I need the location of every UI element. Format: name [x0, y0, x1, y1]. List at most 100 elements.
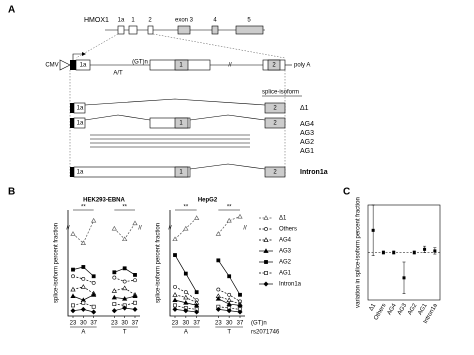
box-label: 1a: [80, 63, 87, 69]
marker: [111, 294, 117, 300]
marker: [183, 308, 189, 314]
marker: [91, 217, 97, 223]
panel-label: B: [8, 187, 15, 198]
svg-text://: //: [228, 63, 232, 69]
marker: [194, 309, 200, 315]
x-tick-label: AG1: [417, 302, 429, 316]
x-tick-label: 30: [80, 321, 87, 327]
isoform-label: Δ1: [300, 105, 309, 112]
marker: [226, 217, 232, 223]
x-tick-label: Δ1: [368, 302, 377, 312]
significance: **: [81, 205, 86, 211]
marker: [112, 302, 117, 306]
marker: [111, 288, 117, 293]
marker: [80, 284, 86, 289]
point: [381, 251, 385, 254]
marker: [80, 306, 86, 312]
x-tick-label: AG3: [397, 302, 409, 316]
marker: [71, 274, 75, 279]
marker: [122, 296, 128, 301]
exon-label: exon 3: [175, 18, 194, 24]
marker: [227, 292, 232, 297]
legend-marker: [264, 260, 268, 264]
x-tick-label: 23: [70, 321, 77, 327]
construct: CMV 1a A/T (GT)n 1 // 2 poly A: [45, 52, 310, 178]
marker: [216, 258, 221, 263]
significance: **: [183, 205, 188, 211]
legend-label: Intron1a: [279, 282, 302, 288]
marker: [194, 290, 199, 295]
significance: **: [227, 205, 232, 211]
legend-label: Δ1: [279, 216, 287, 222]
marker: [122, 236, 128, 242]
exon-label: 4: [213, 18, 217, 24]
marker: [183, 225, 189, 231]
marker: [133, 300, 137, 305]
marker: [183, 290, 188, 295]
isoform-label: AG4: [300, 121, 314, 128]
marker: [216, 287, 221, 292]
marker: [81, 276, 86, 281]
marker: [122, 279, 127, 284]
axis-break: //: [66, 226, 70, 232]
legend-marker: [263, 281, 269, 287]
marker: [122, 305, 128, 311]
panel-label: C: [343, 187, 350, 198]
marker: [172, 297, 178, 303]
point: [412, 251, 416, 254]
marker: [111, 225, 117, 231]
marker: [133, 278, 137, 283]
isoform-label: AG1: [300, 148, 314, 155]
legend-label: AG4: [279, 238, 292, 244]
box-label: 2: [272, 63, 276, 69]
x-tick-label: 23: [111, 321, 118, 327]
chart-title: HepG2: [198, 198, 218, 204]
y-axis-label: splice-isoform percent fraction: [54, 223, 60, 303]
marker: [215, 296, 221, 301]
axis-break: //: [243, 226, 247, 232]
x-tick-label: 23: [215, 321, 222, 327]
marker: [111, 308, 117, 314]
legend-label: Others: [279, 227, 297, 233]
marker: [194, 302, 200, 308]
marker: [81, 300, 86, 305]
box-label: 1a: [77, 106, 84, 112]
snp-label: A/T: [113, 71, 123, 77]
marker: [183, 300, 189, 305]
x-axis-label: (GT)n: [251, 321, 267, 327]
legend-marker: [264, 271, 268, 275]
panel-label: A: [8, 5, 15, 16]
marker: [70, 231, 76, 236]
polya-label: poly A: [294, 63, 310, 69]
legend-label: AG3: [279, 249, 292, 255]
sequence-lines: [90, 134, 250, 148]
marker: [237, 309, 243, 315]
isoform-header: splice-isoform: [262, 90, 299, 96]
point: [371, 228, 375, 232]
legend-marker: [264, 227, 268, 231]
marker: [133, 273, 137, 277]
isoforms: splice-isoform 1a 2 Δ1 1a 1 2 AG4 AG3 AG…: [70, 90, 328, 178]
marker: [173, 284, 177, 289]
marker: [81, 265, 86, 269]
x-tick-label: 37: [237, 321, 244, 327]
marker: [91, 274, 96, 279]
marker: [91, 292, 97, 297]
marker: [112, 275, 117, 280]
marker: [226, 308, 232, 314]
legend-marker: [263, 237, 269, 242]
y-axis-label: splice-isoform percent fraction: [156, 223, 162, 303]
significance: **: [122, 205, 127, 211]
box-label: 1a: [77, 170, 84, 176]
marker: [122, 285, 128, 291]
isoform-label: AG2: [300, 139, 314, 146]
marker: [122, 266, 127, 271]
box-label: 1: [179, 170, 183, 176]
marker: [183, 294, 189, 300]
point: [433, 249, 437, 253]
marker: [112, 270, 117, 275]
marker: [194, 215, 200, 220]
x-tick-label: 30: [182, 321, 189, 327]
x-tick-label: 30: [226, 321, 233, 327]
legend-label: AG2: [279, 260, 292, 266]
